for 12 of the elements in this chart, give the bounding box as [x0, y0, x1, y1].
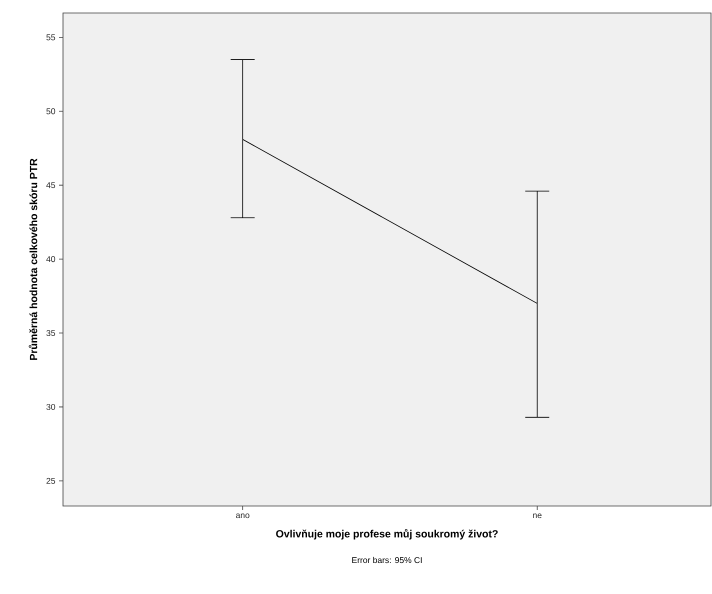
x-axis-title: Ovlivňuje moje profese můj soukromý život? — [276, 528, 498, 540]
y-axis-title: Průměrná hodnota celkového skóru PTR — [28, 158, 38, 360]
x-tick-label: ano — [236, 514, 250, 518]
x-tick-label: ne — [533, 514, 542, 518]
y-tick-label: 30 — [46, 404, 56, 410]
y-tick-label: 25 — [46, 478, 56, 484]
y-tick-label: 45 — [46, 182, 56, 188]
y-tick-label: 35 — [46, 330, 56, 336]
y-tick-label: 55 — [46, 34, 56, 40]
y-tick-label: 50 — [46, 108, 56, 114]
y-tick-label: 40 — [46, 256, 56, 262]
text: Error bars: 95% CI — [352, 556, 422, 564]
